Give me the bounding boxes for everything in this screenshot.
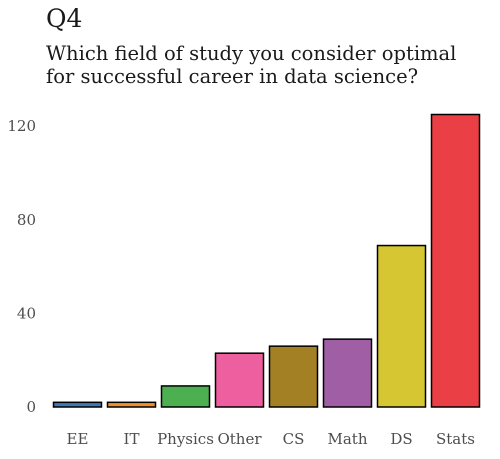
chart-subtitle: Which field of study you consider optima… bbox=[46, 42, 457, 88]
x-tick-label-ds: DS bbox=[390, 430, 412, 448]
bar-ds bbox=[376, 244, 427, 408]
x-tick-label-it: IT bbox=[124, 430, 140, 448]
y-tick-label: 120 bbox=[7, 117, 36, 135]
chart-title: Q4 bbox=[46, 4, 83, 33]
bar-cs bbox=[268, 345, 319, 408]
x-tick-label-ee: EE bbox=[67, 430, 89, 448]
bar-it bbox=[106, 401, 157, 408]
bar-physics bbox=[160, 385, 211, 408]
x-axis: EE IT Physics Other CS Math DS Stats bbox=[67, 430, 475, 448]
x-tick-label-cs: CS bbox=[283, 430, 305, 448]
x-tick-label-math: Math bbox=[328, 430, 368, 448]
y-tick-label: 80 bbox=[17, 211, 36, 229]
y-tick-label: 0 bbox=[26, 398, 36, 416]
bar-other bbox=[214, 352, 265, 408]
bars bbox=[52, 113, 481, 408]
y-tick-label: 40 bbox=[17, 304, 36, 322]
bar-math bbox=[322, 338, 373, 408]
x-tick-label-stats: Stats bbox=[436, 430, 475, 448]
y-axis: 0 40 80 120 bbox=[7, 117, 36, 416]
bar-ee bbox=[52, 401, 103, 408]
x-tick-label-other: Other bbox=[217, 430, 262, 448]
bar-stats bbox=[430, 113, 481, 408]
x-tick-label-physics: Physics bbox=[157, 430, 214, 448]
